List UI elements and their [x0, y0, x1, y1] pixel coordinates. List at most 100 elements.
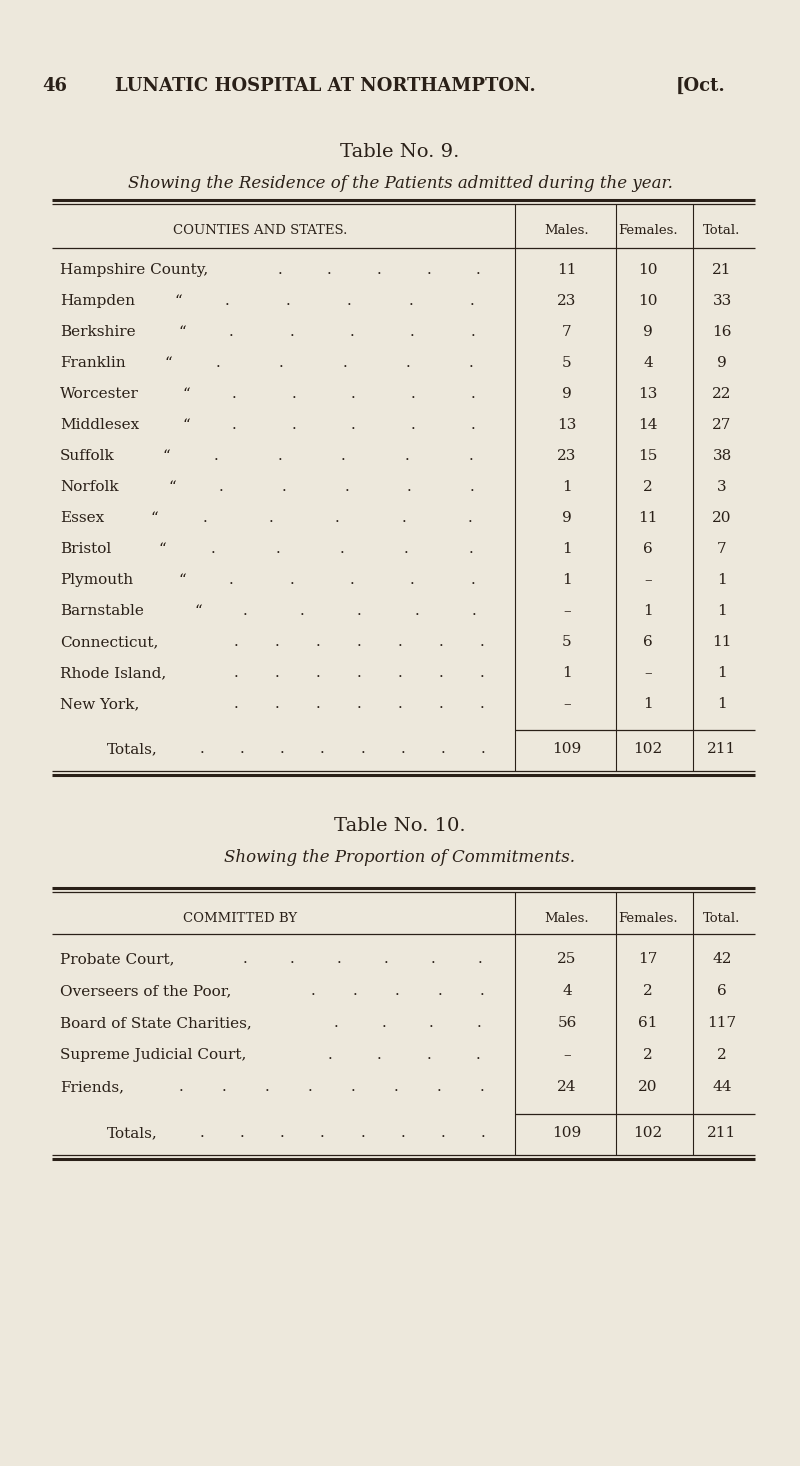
Text: .: . [478, 951, 482, 966]
Text: Table No. 10.: Table No. 10. [334, 817, 466, 836]
Text: 33: 33 [712, 295, 732, 308]
Text: .: . [357, 635, 362, 649]
Text: Barnstable: Barnstable [60, 604, 144, 619]
Text: 6: 6 [643, 635, 653, 649]
Text: .: . [315, 635, 320, 649]
Text: .: . [382, 1016, 386, 1031]
Text: .: . [233, 666, 238, 680]
Text: .: . [350, 1080, 355, 1094]
Text: .: . [377, 262, 382, 277]
Text: Table No. 9.: Table No. 9. [340, 144, 460, 161]
Text: .: . [414, 604, 419, 619]
Text: Plymouth: Plymouth [60, 573, 133, 586]
Text: .: . [202, 512, 207, 525]
Text: 211: 211 [707, 1126, 737, 1141]
Text: .: . [353, 984, 358, 998]
Text: 3: 3 [717, 479, 727, 494]
Text: .: . [327, 1048, 332, 1061]
Text: “: “ [182, 387, 190, 402]
Text: 44: 44 [712, 1080, 732, 1094]
Text: .: . [472, 604, 477, 619]
Text: .: . [400, 742, 405, 756]
Text: 10: 10 [638, 262, 658, 277]
Text: .: . [274, 635, 279, 649]
Text: 1: 1 [562, 479, 572, 494]
Text: –: – [563, 696, 571, 711]
Text: .: . [179, 1080, 184, 1094]
Text: .: . [341, 449, 346, 463]
Text: 4: 4 [643, 356, 653, 369]
Text: “: “ [164, 356, 172, 369]
Text: “: “ [179, 573, 186, 586]
Text: “: “ [182, 418, 190, 432]
Text: .: . [441, 1126, 445, 1141]
Text: .: . [383, 951, 388, 966]
Text: Norfolk: Norfolk [60, 479, 118, 494]
Text: .: . [470, 573, 475, 586]
Text: .: . [470, 325, 475, 339]
Text: 109: 109 [552, 1126, 582, 1141]
Text: Suffolk: Suffolk [60, 449, 114, 463]
Text: .: . [229, 325, 234, 339]
Text: .: . [308, 1080, 313, 1094]
Text: “: “ [174, 295, 182, 308]
Text: .: . [242, 604, 247, 619]
Text: .: . [315, 696, 320, 711]
Text: .: . [240, 742, 245, 756]
Text: 16: 16 [712, 325, 732, 339]
Text: 2: 2 [643, 984, 653, 998]
Text: .: . [480, 666, 485, 680]
Text: .: . [470, 295, 474, 308]
Text: Essex: Essex [60, 512, 104, 525]
Text: .: . [233, 635, 238, 649]
Text: .: . [291, 418, 296, 432]
Text: Hampden: Hampden [60, 295, 135, 308]
Text: .: . [357, 666, 362, 680]
Text: –: – [644, 573, 652, 586]
Text: “: “ [194, 604, 202, 619]
Text: .: . [406, 479, 411, 494]
Text: .: . [278, 356, 283, 369]
Text: .: . [280, 742, 285, 756]
Text: .: . [240, 1126, 245, 1141]
Text: Showing the Residence of the Patients admitted during the year.: Showing the Residence of the Patients ad… [127, 174, 673, 192]
Text: .: . [347, 295, 352, 308]
Text: .: . [395, 984, 400, 998]
Text: .: . [275, 542, 280, 556]
Text: .: . [439, 635, 444, 649]
Text: .: . [340, 542, 344, 556]
Text: .: . [404, 542, 409, 556]
Text: Males.: Males. [545, 224, 590, 237]
Text: .: . [274, 666, 279, 680]
Text: .: . [411, 418, 416, 432]
Text: .: . [360, 1126, 365, 1141]
Text: 61: 61 [638, 1016, 658, 1031]
Text: .: . [269, 512, 274, 525]
Text: .: . [360, 742, 365, 756]
Text: 17: 17 [638, 951, 658, 966]
Text: .: . [265, 1080, 270, 1094]
Text: .: . [406, 356, 410, 369]
Text: 1: 1 [562, 666, 572, 680]
Text: .: . [290, 951, 294, 966]
Text: .: . [282, 479, 286, 494]
Text: .: . [470, 418, 475, 432]
Text: .: . [476, 1048, 481, 1061]
Text: .: . [426, 262, 431, 277]
Text: 10: 10 [638, 295, 658, 308]
Text: 4: 4 [562, 984, 572, 998]
Text: .: . [214, 449, 218, 463]
Text: Overseers of the Poor,: Overseers of the Poor, [60, 984, 231, 998]
Text: 1: 1 [643, 696, 653, 711]
Text: 6: 6 [717, 984, 727, 998]
Text: .: . [278, 262, 282, 277]
Text: “: “ [162, 449, 170, 463]
Text: .: . [479, 984, 484, 998]
Text: Berkshire: Berkshire [60, 325, 136, 339]
Text: COUNTIES AND STATES.: COUNTIES AND STATES. [173, 224, 347, 237]
Text: .: . [290, 573, 294, 586]
Text: 5: 5 [562, 356, 572, 369]
Text: .: . [320, 742, 325, 756]
Text: 102: 102 [634, 742, 662, 756]
Text: Probate Court,: Probate Court, [60, 951, 174, 966]
